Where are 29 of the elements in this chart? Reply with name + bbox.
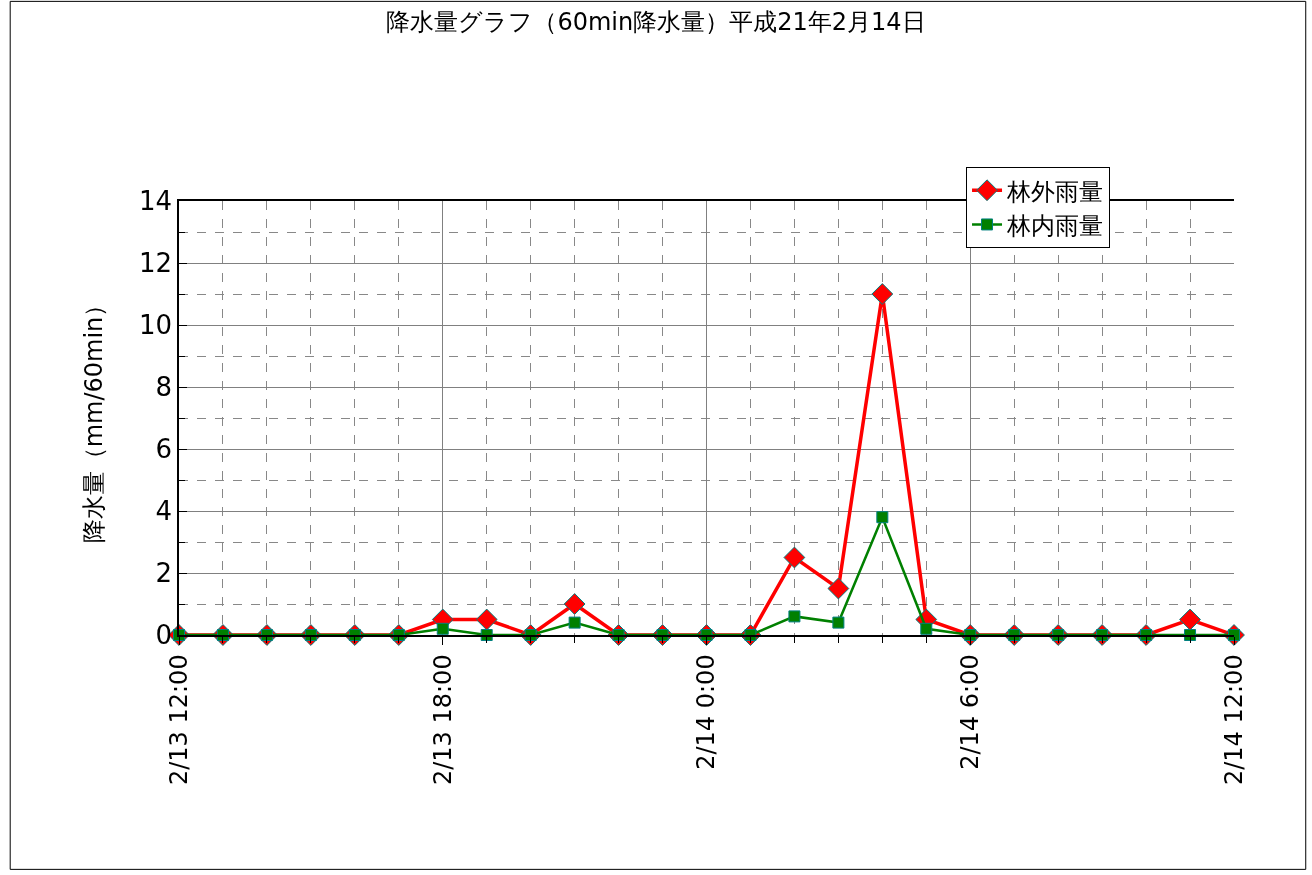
y-tick-label: 14 — [138, 186, 173, 217]
y-axis-title: 降水量（mm/60min） — [79, 292, 108, 544]
y-tick-label: 0 — [155, 620, 173, 651]
point — [871, 283, 894, 305]
y-tick-label: 10 — [138, 310, 173, 341]
y-tick-label: 8 — [155, 372, 173, 403]
chart-title: 降水量グラフ（60min降水量）平成21年2月14日 — [386, 7, 926, 36]
x-tick-label: 2/14 12:00 — [1219, 654, 1248, 786]
x-tick-label: 2/14 0:00 — [692, 654, 721, 770]
point — [832, 616, 845, 629]
point — [563, 593, 586, 615]
point — [920, 622, 933, 635]
y-tick-label: 4 — [155, 496, 173, 527]
point — [475, 608, 498, 631]
point — [436, 622, 449, 635]
point — [783, 546, 806, 569]
point — [1179, 608, 1201, 631]
point — [876, 511, 889, 524]
y-tick-label: 6 — [155, 434, 173, 465]
y-tick-label: 2 — [155, 558, 173, 589]
point — [568, 616, 581, 629]
legend-label: 林内雨量 — [1006, 211, 1104, 240]
point — [788, 610, 801, 623]
x-tick-label: 2/14 6:00 — [956, 654, 985, 770]
point — [827, 577, 850, 600]
x-tick-label: 2/13 12:00 — [164, 654, 193, 786]
y-tick-label: 12 — [138, 248, 173, 279]
legend-label: 林外雨量 — [1006, 177, 1104, 206]
x-tick-label: 2/13 18:00 — [428, 654, 457, 786]
